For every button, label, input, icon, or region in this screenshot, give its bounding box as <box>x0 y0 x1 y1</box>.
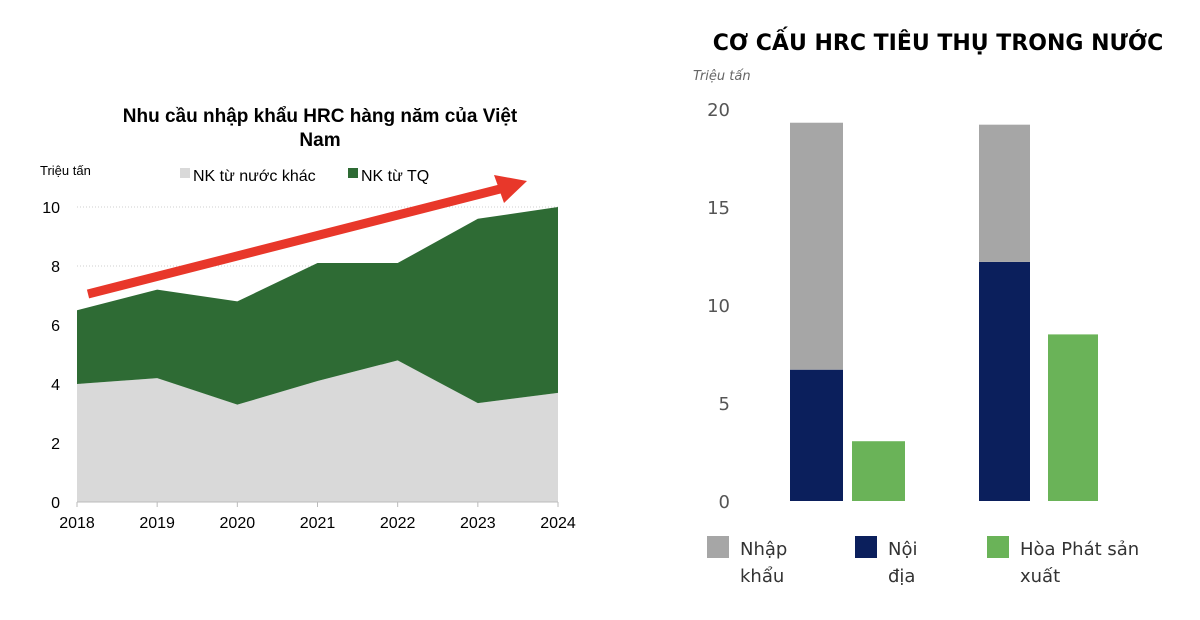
legend-label: Nhập <box>740 539 787 560</box>
chart2-title: CƠ CẤU HRC TIÊU THỤ TRONG NƯỚC <box>713 27 1164 56</box>
bar-domestic <box>979 261 1030 501</box>
y-tick-label: 8 <box>51 259 60 276</box>
area-series-2 <box>77 207 558 405</box>
y-tick-label: 15 <box>707 198 730 219</box>
legend-swatch <box>855 536 877 558</box>
legend-label-china: NK từ TQ <box>361 168 429 185</box>
trend-arrow-head <box>494 175 527 203</box>
chart2-y-unit: Triệu tấn <box>693 69 751 84</box>
x-tick-label: 2023 <box>460 515 496 532</box>
x-tick-label: 2019 <box>139 515 175 532</box>
x-tick-label: 2021 <box>300 515 336 532</box>
y-tick-label: 20 <box>707 100 730 121</box>
legend-label: địa <box>888 566 915 587</box>
bar-import <box>790 122 843 370</box>
import-demand-area-chart: Nhu cầu nhập khẩu HRC hàng năm của Việt … <box>40 106 576 532</box>
x-tick-label: 2022 <box>380 515 416 532</box>
y-tick-label: 5 <box>719 394 730 415</box>
x-tick-label: 2018 <box>59 515 95 532</box>
legend-swatch <box>707 536 729 558</box>
legend-swatch <box>987 536 1009 558</box>
legend-swatch-other <box>180 168 190 178</box>
y-tick-label: 4 <box>51 377 60 394</box>
bar-hoa-phat <box>1048 334 1098 501</box>
legend-label: Hòa Phát sản <box>1020 539 1139 560</box>
x-tick-label: 2020 <box>220 515 256 532</box>
legend-label-other: NK từ nước khác <box>193 168 316 185</box>
chart1-title-line2: Nam <box>299 130 340 151</box>
area-series-1 <box>77 360 558 502</box>
legend-label: xuất <box>1020 566 1060 587</box>
bar-hoa-phat <box>852 441 905 501</box>
x-tick-label: 2024 <box>540 515 576 532</box>
legend-label: khẩu <box>740 566 784 587</box>
y-tick-label: 2 <box>51 436 60 453</box>
chart1-y-unit: Triệu tấn <box>40 163 91 178</box>
y-tick-label: 6 <box>51 318 60 335</box>
legend-swatch-china <box>348 168 358 178</box>
y-tick-label: 0 <box>719 492 730 513</box>
trend-arrow-shaft <box>86 184 502 299</box>
legend-label: Nội <box>888 539 917 560</box>
y-tick-label: 10 <box>42 200 60 217</box>
bar-import <box>979 124 1030 262</box>
bar-domestic <box>790 369 843 501</box>
y-tick-label: 0 <box>51 495 60 512</box>
chart1-title-line1: Nhu cầu nhập khẩu HRC hàng năm của Việt <box>123 106 518 127</box>
y-tick-label: 10 <box>707 296 730 317</box>
